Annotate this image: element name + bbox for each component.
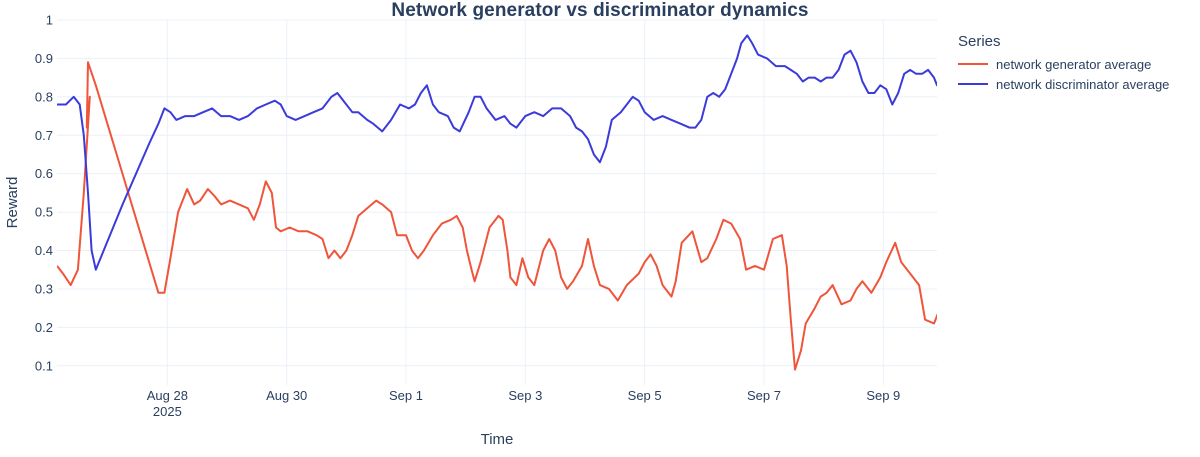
legend-swatch-generator xyxy=(958,63,988,65)
legend: Series network generator average network… xyxy=(958,33,1169,94)
series-line-discriminator xyxy=(57,34,937,271)
series-line-generator xyxy=(57,61,937,371)
legend-title: Series xyxy=(958,33,1001,50)
x-tick-label: Sep 5 xyxy=(628,388,662,403)
x-tick-label: Sep 1 xyxy=(389,388,423,403)
x-tick-label: Sep 7 xyxy=(747,388,781,403)
x-axis-title: Time xyxy=(481,431,514,448)
y-axis-title: Reward xyxy=(4,177,21,229)
y-tick-label: 0.5 xyxy=(35,205,53,220)
series-lines xyxy=(57,34,937,371)
y-tick-label: 0.9 xyxy=(35,51,53,66)
legend-label-discriminator: network discriminator average xyxy=(996,76,1170,92)
y-tick-label: 0.4 xyxy=(35,243,53,258)
y-tick-label: 0.3 xyxy=(35,281,53,296)
y-tick-label: 1 xyxy=(46,13,53,28)
grid-lines xyxy=(57,19,937,385)
x-tick-label: Aug 30 xyxy=(266,388,307,403)
y-tick-label: 0.6 xyxy=(35,166,53,181)
y-tick-labels: 0.1 0.2 0.3 0.4 0.5 0.6 0.7 0.8 0.9 1 xyxy=(35,13,53,374)
legend-label-generator: network generator average xyxy=(996,56,1152,72)
legend-item-discriminator[interactable]: network discriminator average xyxy=(958,74,1169,94)
chart-title: Network generator vs discriminator dynam… xyxy=(391,0,809,21)
x-tick-label: Aug 28 xyxy=(147,388,188,403)
x-tick-label: Sep 3 xyxy=(508,388,542,403)
legend-swatch-discriminator xyxy=(958,83,988,85)
x-tick-sublabel: 2025 xyxy=(153,404,182,419)
x-tick-label: Sep 9 xyxy=(866,388,900,403)
y-tick-label: 0.1 xyxy=(35,358,53,373)
y-tick-label: 0.7 xyxy=(35,128,53,143)
y-tick-label: 0.8 xyxy=(35,89,53,104)
legend-item-generator[interactable]: network generator average xyxy=(958,54,1169,74)
y-tick-label: 0.2 xyxy=(35,320,53,335)
